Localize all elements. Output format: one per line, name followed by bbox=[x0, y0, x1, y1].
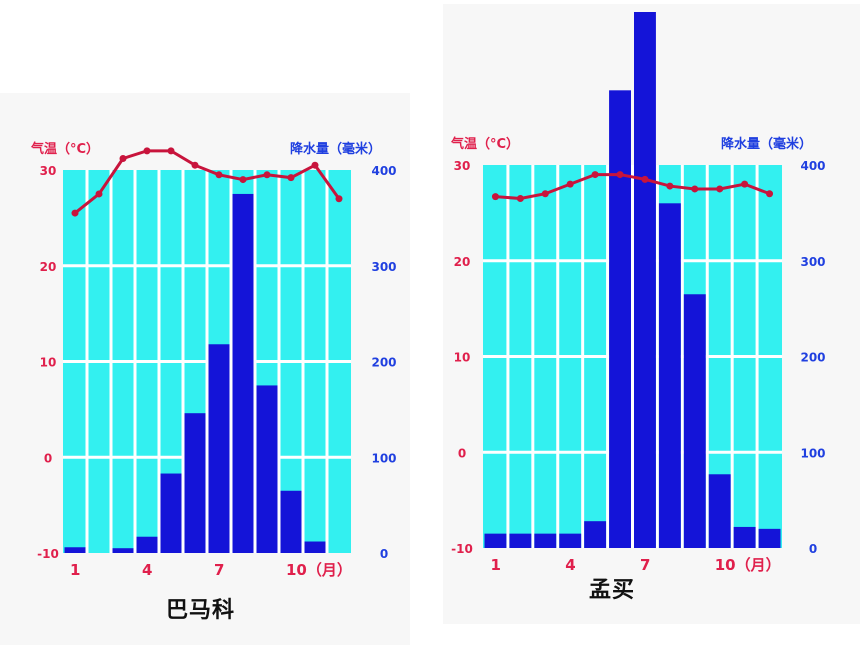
bamako-temp-point-3 bbox=[119, 155, 127, 163]
mumbai-temp-tick: -10 bbox=[451, 542, 473, 556]
bamako-precip-tick: 100 bbox=[371, 451, 396, 465]
bamako-month-tick: 4 bbox=[142, 561, 152, 579]
mumbai-month-tick: 4 bbox=[565, 556, 575, 574]
mumbai-precip-bar-11 bbox=[733, 526, 756, 548]
bamako-precip-bar-9 bbox=[256, 385, 278, 553]
mumbai-month-tick: 10（月） bbox=[715, 556, 781, 574]
mumbai-panel: 气温（°C） 降水量（毫米） 30 20 10 0 -10 400 300 200 100 0 1 4 7 1… bbox=[443, 4, 860, 624]
mumbai-precip-bar-1 bbox=[484, 533, 507, 548]
mumbai-month-tick: 7 bbox=[640, 556, 650, 574]
mumbai-temp-point-7 bbox=[641, 175, 649, 183]
mumbai-precip-tick: 0 bbox=[809, 542, 817, 556]
bamako-precip-bar-11 bbox=[304, 541, 326, 553]
mumbai-precip-bar-12 bbox=[758, 528, 781, 548]
mumbai-precip-bar-6 bbox=[609, 90, 631, 548]
mumbai-temp-point-4 bbox=[566, 180, 574, 188]
mumbai-temp-point-3 bbox=[541, 190, 549, 198]
mumbai-precip-bar-4 bbox=[559, 533, 582, 548]
bamako-temp-tick: -10 bbox=[37, 547, 59, 561]
bamako-precip-bar-10 bbox=[280, 490, 302, 553]
bamako-temp-point-1 bbox=[71, 209, 79, 217]
mumbai-temp-tick: 20 bbox=[454, 255, 471, 269]
bamako-temp-tick: 10 bbox=[40, 356, 57, 370]
mumbai-precip-bar-8 bbox=[658, 203, 681, 549]
bamako-temp-point-9 bbox=[263, 171, 271, 179]
mumbai-precip-bar-10 bbox=[708, 474, 731, 548]
bamako-temp-point-2 bbox=[95, 190, 103, 198]
bamako-panel: 气温（°C） 降水量（毫米） 30 20 10 0 -10 400 300 200 100 0 1 4 7 1… bbox=[0, 93, 410, 645]
mumbai-precip-bar-5 bbox=[584, 521, 607, 548]
bamako-temp-point-6 bbox=[191, 161, 199, 169]
bamako-temp-point-4 bbox=[143, 147, 151, 155]
bamako-temp-tick: 20 bbox=[40, 260, 57, 274]
mumbai-precip-bar-3 bbox=[534, 533, 557, 548]
mumbai-precip-bar-9 bbox=[683, 294, 706, 548]
bamako-temp-point-11 bbox=[311, 161, 319, 169]
bamako-temp-tick: 0 bbox=[44, 451, 52, 465]
bamako-precip-bar-8 bbox=[232, 193, 254, 553]
mumbai-temp-point-1 bbox=[491, 193, 499, 201]
mumbai-precip-bar-7 bbox=[634, 12, 656, 548]
bamako-precip-bar-6 bbox=[184, 413, 206, 553]
mumbai-precip-axis-label: 降水量（毫米） bbox=[721, 136, 812, 152]
mumbai-precip-tick: 200 bbox=[800, 351, 825, 365]
bamako-precip-tick: 0 bbox=[380, 547, 388, 561]
bamako-precip-bar-7 bbox=[208, 344, 230, 553]
mumbai-temp-point-12 bbox=[766, 190, 774, 198]
mumbai-temp-point-8 bbox=[666, 182, 674, 190]
bamako-precip-bar-1 bbox=[64, 547, 86, 553]
bamako-city-label: 巴马科 bbox=[166, 598, 236, 623]
bamako-temp-point-10 bbox=[287, 174, 295, 182]
mumbai-precip-bar-2 bbox=[509, 533, 532, 548]
bamako-temp-tick: 30 bbox=[40, 164, 57, 178]
mumbai-city-label: 孟买 bbox=[589, 578, 636, 603]
bamako-month-tick: 7 bbox=[214, 561, 224, 579]
mumbai-temp-point-10 bbox=[716, 185, 724, 193]
mumbai-temp-axis-label: 气温（°C） bbox=[451, 136, 519, 152]
mumbai-temp-tick: 10 bbox=[454, 351, 471, 365]
mumbai-temp-tick: 0 bbox=[458, 446, 466, 460]
mumbai-temp-point-9 bbox=[691, 185, 699, 193]
bamako-precip-axis-label: 降水量（毫米） bbox=[290, 141, 381, 157]
bamako-precip-bar-3 bbox=[112, 548, 134, 553]
mumbai-precip-tick: 300 bbox=[800, 255, 825, 269]
mumbai-temp-point-11 bbox=[741, 180, 749, 188]
mumbai-temp-point-5 bbox=[591, 171, 599, 179]
mumbai-temp-point-6 bbox=[616, 171, 624, 179]
bamako-precip-tick: 300 bbox=[371, 260, 396, 274]
mumbai-temp-point-2 bbox=[516, 195, 524, 203]
bamako-precip-tick: 200 bbox=[371, 356, 396, 370]
mumbai-precip-tick: 400 bbox=[800, 159, 825, 173]
bamako-month-tick: 1 bbox=[70, 561, 80, 579]
bamako-temp-axis-label: 气温（°C） bbox=[31, 141, 99, 157]
mumbai-month-tick: 1 bbox=[490, 556, 500, 574]
mumbai-temp-line bbox=[495, 173, 771, 201]
mumbai-precip-tick: 100 bbox=[800, 446, 825, 460]
bamako-precip-bar-4 bbox=[136, 536, 158, 553]
bamako-temp-point-12 bbox=[335, 195, 343, 203]
mumbai-temp-tick: 30 bbox=[454, 159, 471, 173]
bamako-month-tick: 10（月） bbox=[286, 561, 352, 579]
bamako-temp-point-7 bbox=[215, 171, 223, 179]
bamako-temp-point-5 bbox=[167, 147, 175, 155]
bamako-temp-point-8 bbox=[239, 176, 247, 184]
bamako-precip-bar-5 bbox=[160, 473, 182, 553]
bamako-precip-tick: 400 bbox=[371, 164, 396, 178]
bamako-temp-line bbox=[74, 149, 341, 215]
